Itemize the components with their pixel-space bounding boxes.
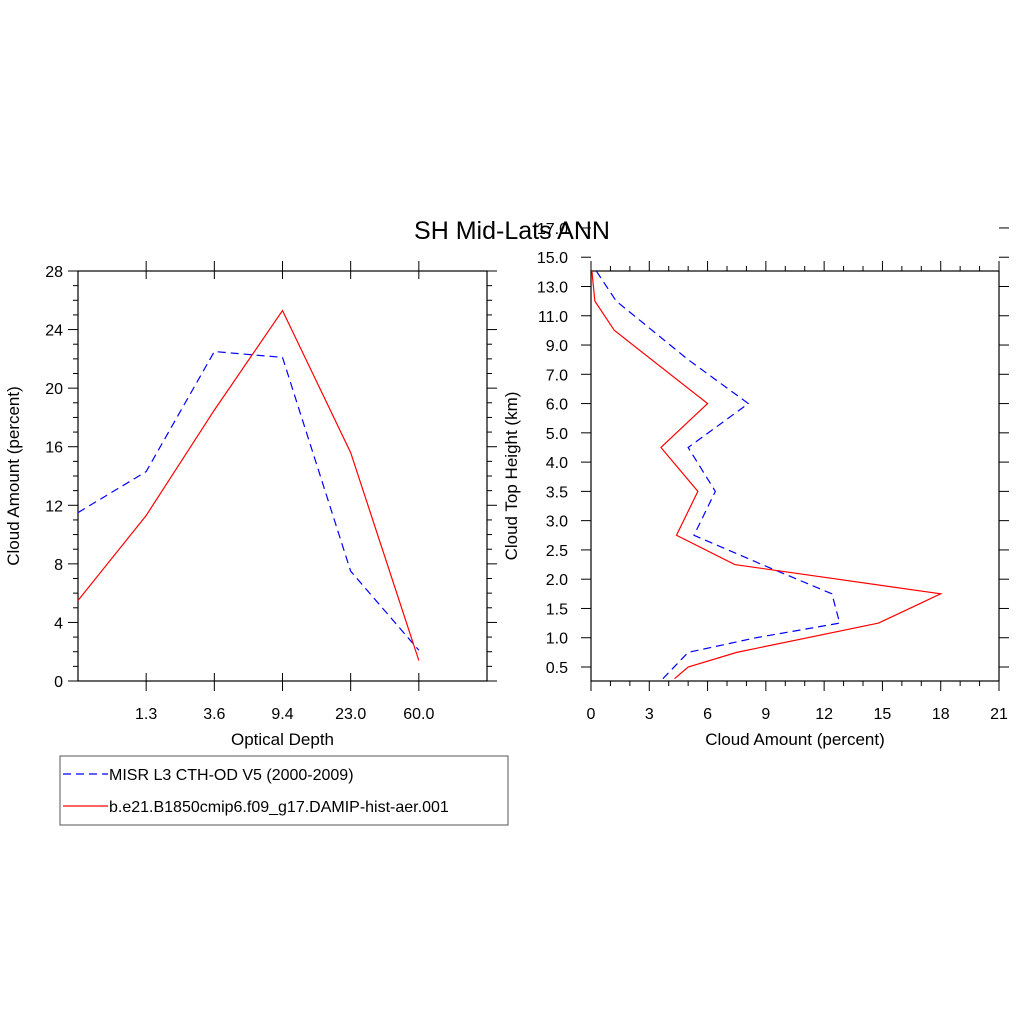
y-tick-label: 17.0 bbox=[537, 221, 568, 238]
x-tick-label: 3.6 bbox=[203, 706, 225, 723]
right-chart-cloud-top-height: 0 3 6 9 12 15 18 21 0.5 1.0 1.5 2.0 2.5 3.0 3.5 4.0 5.0 6… bbox=[502, 221, 1009, 749]
y-tick-label: 13.0 bbox=[537, 279, 568, 296]
y-tick-label: 8 bbox=[54, 557, 63, 574]
x-tick-label: 9 bbox=[761, 706, 770, 723]
y-tick-label: 3.5 bbox=[546, 484, 568, 501]
y-tick-label: 15.0 bbox=[537, 250, 568, 267]
x-tick-label: 21 bbox=[990, 706, 1008, 723]
x-axis-label: Optical Depth bbox=[231, 730, 334, 749]
y-tick-label: 9.0 bbox=[546, 338, 568, 355]
x-tick-label: 3 bbox=[645, 706, 654, 723]
legend-label-model: b.e21.B1850cmip6.f09_g17.DAMIP-hist-aer.… bbox=[109, 799, 449, 816]
figure-title: SH Mid-Lats ANN bbox=[414, 217, 610, 245]
y-tick-label: 1.0 bbox=[546, 631, 568, 648]
y-tick-label: 6.0 bbox=[546, 397, 568, 414]
x-tick-label: 1.3 bbox=[135, 706, 157, 723]
y-tick-label: 12 bbox=[45, 498, 63, 515]
y-axis-label: Cloud Top Height (km) bbox=[502, 392, 521, 561]
y-tick-label: 2.5 bbox=[546, 543, 568, 560]
y-tick-label: 0.5 bbox=[546, 660, 568, 677]
legend-box bbox=[59, 755, 509, 826]
y-tick-label: 0 bbox=[54, 674, 63, 691]
y-axis-label: Cloud Amount (percent) bbox=[4, 386, 23, 566]
x-tick-label: 6 bbox=[703, 706, 712, 723]
x-tick-label: 15 bbox=[874, 706, 892, 723]
y-tick-label: 28 bbox=[45, 264, 63, 281]
y-tick-label: 4 bbox=[54, 615, 63, 632]
y-tick-label: 1.5 bbox=[546, 601, 568, 618]
x-tick-label: 18 bbox=[932, 706, 950, 723]
series-line-obs bbox=[596, 271, 841, 680]
plot-frame bbox=[590, 270, 1000, 682]
y-tick-label: 2.0 bbox=[546, 572, 568, 589]
x-tick-label: 0 bbox=[587, 706, 596, 723]
series-line-obs bbox=[77, 350, 420, 651]
x-axis-label: Cloud Amount (percent) bbox=[705, 730, 885, 749]
legend-label-obs: MISR L3 CTH-OD V5 (2000-2009) bbox=[109, 767, 354, 784]
x-tick-label: 9.4 bbox=[271, 706, 293, 723]
y-tick-label: 24 bbox=[45, 323, 63, 340]
x-tick-label: 12 bbox=[815, 706, 833, 723]
y-tick-label: 7.0 bbox=[546, 367, 568, 384]
y-tick-label: 3.0 bbox=[546, 514, 568, 531]
series-line-model bbox=[77, 309, 420, 661]
y-tick-label: 11.0 bbox=[538, 309, 568, 326]
left-chart-optical-depth: 1.3 3.6 9.4 23.0 60.0 0 4 8 12 16 20 24 28 Optical De… bbox=[4, 261, 497, 749]
x-tick-label: 23.0 bbox=[335, 706, 366, 723]
y-tick-label: 20 bbox=[45, 381, 63, 398]
legend: MISR L3 CTH-OD V5 (2000-2009) b.e21.B185… bbox=[59, 755, 509, 826]
x-tick-label: 60.0 bbox=[403, 706, 434, 723]
y-tick-label: 5.0 bbox=[546, 426, 568, 443]
series-line-model bbox=[591, 271, 943, 680]
y-tick-label: 16 bbox=[45, 440, 63, 457]
y-tick-label: 4.0 bbox=[546, 455, 568, 472]
